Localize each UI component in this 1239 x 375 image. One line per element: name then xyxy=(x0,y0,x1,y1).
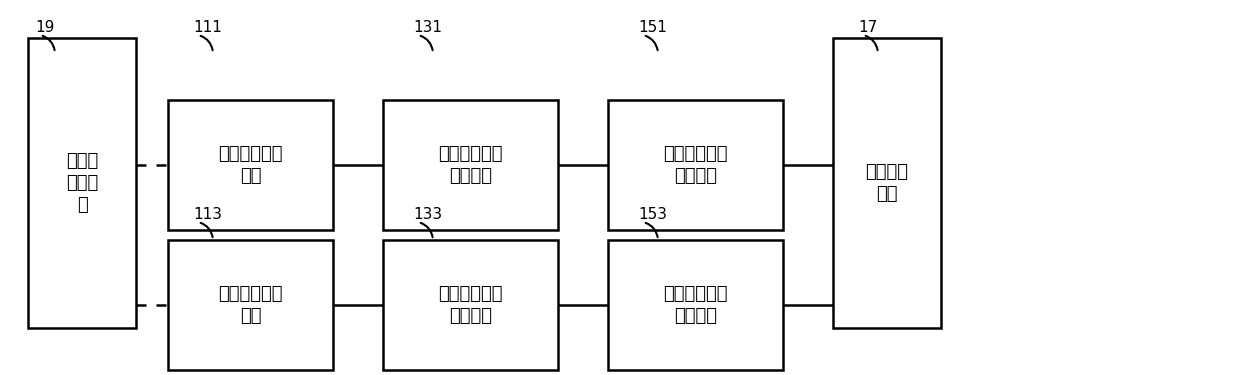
Text: 器: 器 xyxy=(77,196,88,214)
Text: 位置敏: 位置敏 xyxy=(66,152,98,170)
Text: 滤波电路: 滤波电路 xyxy=(449,307,492,325)
Text: 131: 131 xyxy=(413,20,442,35)
Bar xyxy=(383,100,558,230)
Bar xyxy=(169,100,333,230)
Text: 转换电路: 转换电路 xyxy=(674,307,717,325)
Text: 滤波电路: 滤波电路 xyxy=(449,167,492,185)
Bar xyxy=(833,38,940,328)
Text: 19: 19 xyxy=(35,20,55,35)
Text: 电路: 电路 xyxy=(240,307,261,325)
Text: 第二信号转换: 第二信号转换 xyxy=(218,285,282,303)
Text: 第一信号转换: 第一信号转换 xyxy=(218,145,282,163)
Text: 电路: 电路 xyxy=(876,185,898,203)
Bar xyxy=(169,240,333,370)
Text: 151: 151 xyxy=(638,20,667,35)
Text: 153: 153 xyxy=(638,207,667,222)
Text: 第一真有效值: 第一真有效值 xyxy=(663,145,727,163)
Text: 第一信号放大: 第一信号放大 xyxy=(439,145,503,163)
Text: 转换电路: 转换电路 xyxy=(674,167,717,185)
Text: 17: 17 xyxy=(857,20,877,35)
Text: 感传感: 感传感 xyxy=(66,174,98,192)
Text: 111: 111 xyxy=(193,20,222,35)
Bar xyxy=(383,240,558,370)
Bar xyxy=(608,240,783,370)
Text: 第二信号放大: 第二信号放大 xyxy=(439,285,503,303)
Bar xyxy=(28,38,136,328)
Text: 第二真有效值: 第二真有效值 xyxy=(663,285,727,303)
Text: 113: 113 xyxy=(193,207,222,222)
Text: 信号处理: 信号处理 xyxy=(866,163,908,181)
Text: 电路: 电路 xyxy=(240,167,261,185)
Bar xyxy=(608,100,783,230)
Text: 133: 133 xyxy=(413,207,442,222)
